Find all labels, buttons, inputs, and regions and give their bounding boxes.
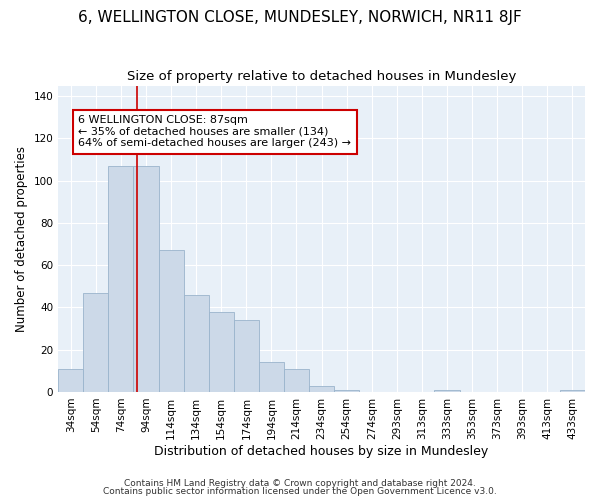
Bar <box>209 312 234 392</box>
X-axis label: Distribution of detached houses by size in Mundesley: Distribution of detached houses by size … <box>154 444 489 458</box>
Bar <box>309 386 334 392</box>
Bar <box>83 292 109 392</box>
Bar <box>434 390 460 392</box>
Bar <box>234 320 259 392</box>
Bar <box>58 368 83 392</box>
Bar <box>133 166 158 392</box>
Text: 6 WELLINGTON CLOSE: 87sqm
← 35% of detached houses are smaller (134)
64% of semi: 6 WELLINGTON CLOSE: 87sqm ← 35% of detac… <box>78 115 351 148</box>
Text: Contains HM Land Registry data © Crown copyright and database right 2024.: Contains HM Land Registry data © Crown c… <box>124 478 476 488</box>
Bar <box>284 368 309 392</box>
Title: Size of property relative to detached houses in Mundesley: Size of property relative to detached ho… <box>127 70 516 83</box>
Bar <box>259 362 284 392</box>
Bar <box>184 295 209 392</box>
Bar <box>334 390 359 392</box>
Bar <box>158 250 184 392</box>
Text: Contains public sector information licensed under the Open Government Licence v3: Contains public sector information licen… <box>103 487 497 496</box>
Bar <box>560 390 585 392</box>
Y-axis label: Number of detached properties: Number of detached properties <box>15 146 28 332</box>
Text: 6, WELLINGTON CLOSE, MUNDESLEY, NORWICH, NR11 8JF: 6, WELLINGTON CLOSE, MUNDESLEY, NORWICH,… <box>78 10 522 25</box>
Bar <box>109 166 133 392</box>
